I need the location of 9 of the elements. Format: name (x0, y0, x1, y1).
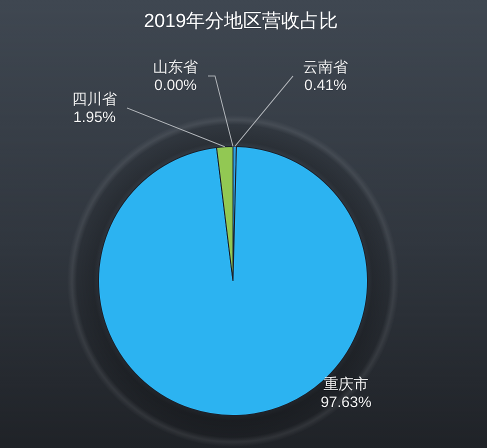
data-label: 97.63% (320, 394, 372, 412)
text: 0.00% (154, 77, 197, 94)
slice-label: 重庆市 (324, 376, 368, 394)
data-label: 1.95% (73, 109, 116, 126)
slice-label: 云南省 (303, 59, 348, 76)
slice-label: 四川省 (72, 91, 117, 108)
chart-title: 2019年分地区营收占比 (142, 10, 340, 34)
data-label: 0.41% (304, 77, 347, 94)
category-label: 山东省 (153, 59, 198, 76)
